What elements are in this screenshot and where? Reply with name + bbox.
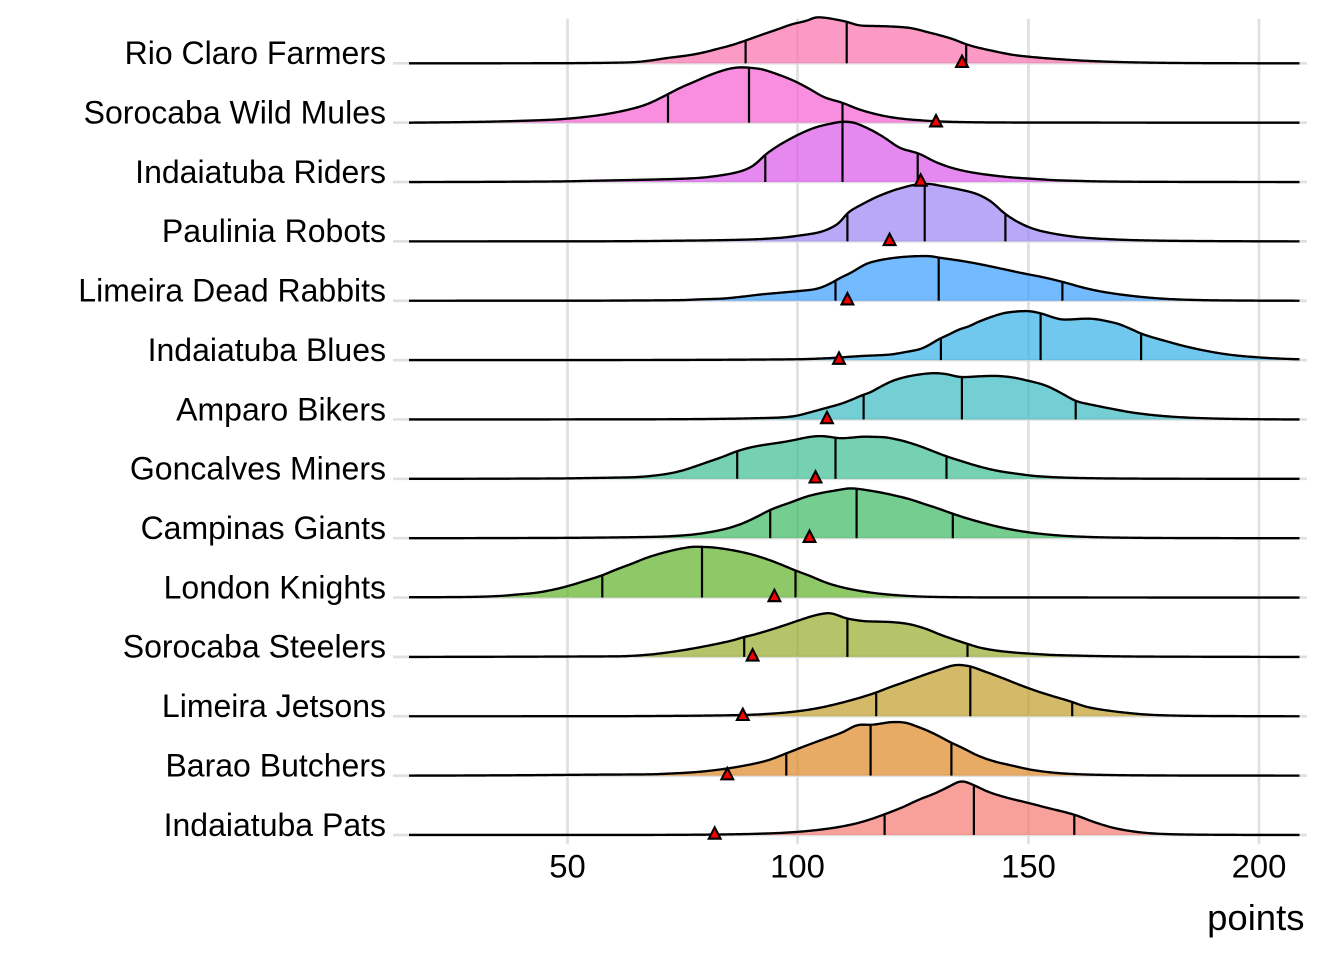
svg-text:Indaiatuba Blues: Indaiatuba Blues bbox=[148, 332, 386, 368]
svg-text:Limeira Jetsons: Limeira Jetsons bbox=[162, 688, 386, 724]
svg-text:Amparo Bikers: Amparo Bikers bbox=[176, 391, 386, 427]
svg-text:London Knights: London Knights bbox=[164, 569, 386, 605]
svg-text:200: 200 bbox=[1232, 848, 1287, 885]
svg-text:100: 100 bbox=[770, 848, 825, 885]
svg-text:Paulinia Robots: Paulinia Robots bbox=[162, 213, 386, 249]
svg-text:Goncalves Miners: Goncalves Miners bbox=[130, 451, 386, 487]
svg-text:Rio Claro Farmers: Rio Claro Farmers bbox=[125, 35, 386, 71]
svg-text:Sorocaba Wild Mules: Sorocaba Wild Mules bbox=[84, 94, 386, 130]
svg-text:50: 50 bbox=[549, 848, 585, 885]
svg-text:Indaiatuba Pats: Indaiatuba Pats bbox=[164, 807, 386, 843]
svg-text:150: 150 bbox=[1001, 848, 1056, 885]
svg-text:points: points bbox=[1207, 897, 1304, 938]
svg-text:Indaiatuba Riders: Indaiatuba Riders bbox=[135, 154, 386, 190]
svg-text:Campinas Giants: Campinas Giants bbox=[141, 510, 386, 546]
svg-text:Limeira Dead Rabbits: Limeira Dead Rabbits bbox=[78, 273, 386, 309]
svg-text:Sorocaba Steelers: Sorocaba Steelers bbox=[123, 629, 386, 665]
svg-text:Barao Butchers: Barao Butchers bbox=[165, 747, 386, 783]
